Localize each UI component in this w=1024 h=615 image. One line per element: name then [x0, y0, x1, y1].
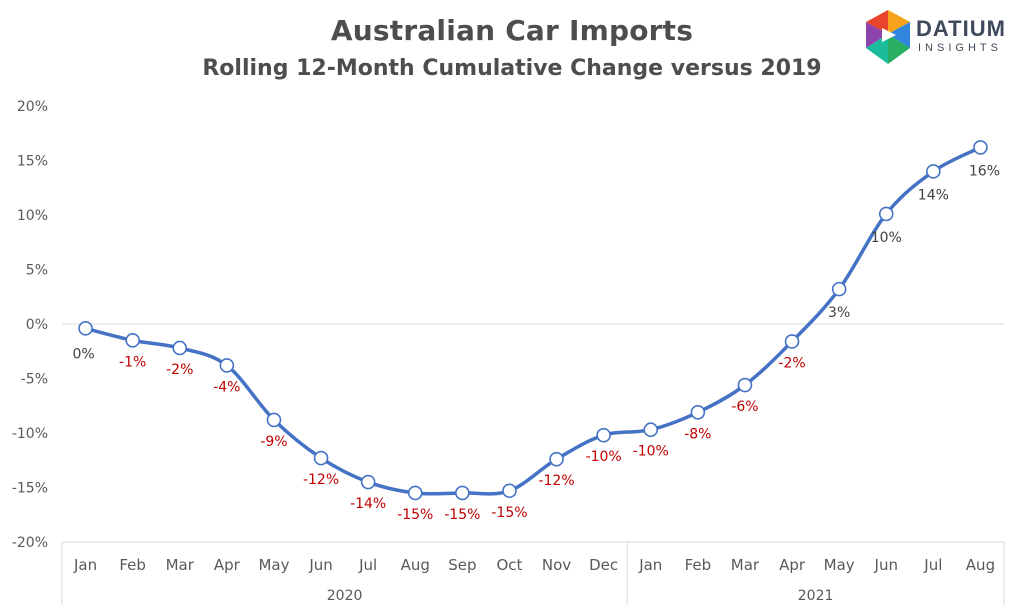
data-label: -4%	[213, 379, 240, 395]
y-tick-label: -5%	[21, 372, 48, 388]
data-label: -15%	[444, 507, 480, 523]
x-tick-label: Jul	[358, 556, 377, 574]
data-label: 16%	[969, 163, 1000, 179]
data-label: -1%	[119, 354, 146, 370]
data-label: -2%	[166, 362, 193, 378]
y-tick-label: -20%	[12, 535, 48, 551]
x-tick-label: Jun	[308, 556, 332, 574]
data-point	[502, 483, 517, 499]
data-point	[266, 412, 282, 428]
x-tick-label: Nov	[542, 556, 571, 574]
x-tick-label: Jun	[874, 556, 898, 574]
year-label: 2021	[798, 588, 834, 604]
year-group-labels: 2020 2021	[327, 588, 834, 604]
data-point	[219, 358, 235, 373]
x-tick-label: Aug	[966, 556, 995, 574]
data-point	[313, 450, 329, 466]
x-tick-label: Jul	[923, 556, 942, 574]
data-labels: 0% -1% -2% -4% -9% -12% -14% -15% -15% -15% -12% -1…	[72, 163, 1000, 523]
data-point	[784, 334, 800, 349]
data-point	[549, 451, 564, 467]
logo-subtext: INSIGHTS	[918, 42, 1002, 54]
x-tick-label: Oct	[496, 556, 522, 574]
x-tick-label: Apr	[214, 556, 241, 574]
x-tick-label: Jan	[73, 556, 97, 574]
data-label: 0%	[72, 346, 94, 362]
logo-wordmark: DATIUM	[916, 16, 1006, 41]
data-label: 10%	[871, 230, 902, 246]
axes	[61, 323, 1005, 605]
data-point	[360, 474, 376, 490]
data-label: -8%	[684, 426, 711, 442]
data-label: -9%	[260, 434, 287, 450]
datium-logo-mark-icon	[866, 10, 910, 64]
chart-title: Australian Car Imports	[330, 14, 694, 47]
data-point	[643, 422, 659, 438]
y-tick-label: 10%	[17, 208, 48, 224]
data-label: -15%	[397, 507, 433, 523]
x-tick-label: May	[824, 556, 855, 574]
x-tick-label: Aug	[401, 556, 430, 574]
data-label: -15%	[491, 505, 527, 521]
data-label: -14%	[350, 496, 386, 512]
data-points	[78, 140, 988, 501]
x-tick-label: Jan	[638, 556, 662, 574]
y-tick-label: -15%	[12, 481, 48, 497]
data-point	[407, 485, 423, 501]
data-label: -12%	[303, 472, 339, 488]
x-tick-label: Mar	[731, 556, 760, 574]
x-tick-label: Feb	[119, 556, 146, 574]
x-tick-label: Feb	[685, 556, 712, 574]
data-label: 14%	[918, 187, 949, 203]
data-point	[831, 281, 847, 297]
x-axis-ticks: Jan Feb Mar Apr May Jun Jul Aug Sep Oct Nov Dec Jan F…	[73, 556, 995, 574]
y-tick-label: -10%	[12, 426, 48, 442]
y-axis-ticks: 20% 15% 10% 5% 0% -5% -10% -15% -20%	[12, 99, 48, 551]
data-point	[78, 321, 93, 336]
data-label: -2%	[778, 355, 805, 371]
y-tick-label: 5%	[26, 263, 48, 279]
data-label: -10%	[633, 444, 669, 460]
data-label: -12%	[538, 473, 574, 489]
x-tick-label: Mar	[166, 556, 195, 574]
data-label: -10%	[586, 449, 622, 465]
data-point	[737, 377, 753, 393]
data-label: 3%	[828, 305, 850, 321]
datium-logo: DATIUM INSIGHTS	[864, 8, 1014, 70]
y-tick-label: 20%	[17, 99, 48, 115]
data-point	[878, 206, 894, 222]
x-tick-label: Sep	[448, 556, 476, 574]
y-tick-label: 15%	[17, 154, 48, 170]
data-point	[125, 333, 140, 348]
year-label: 2020	[327, 588, 363, 604]
data-point	[926, 164, 941, 179]
chart-subtitle: Rolling 12-Month Cumulative Change versu…	[202, 56, 822, 81]
y-tick-label: 0%	[26, 317, 48, 333]
data-point	[596, 427, 611, 443]
data-point	[973, 140, 988, 155]
data-point	[172, 340, 188, 356]
data-point	[690, 404, 706, 420]
x-tick-label: Apr	[779, 556, 806, 574]
x-tick-label: Dec	[589, 556, 618, 574]
x-tick-label: May	[258, 556, 289, 574]
data-label: -6%	[731, 399, 758, 415]
data-point	[455, 485, 470, 501]
